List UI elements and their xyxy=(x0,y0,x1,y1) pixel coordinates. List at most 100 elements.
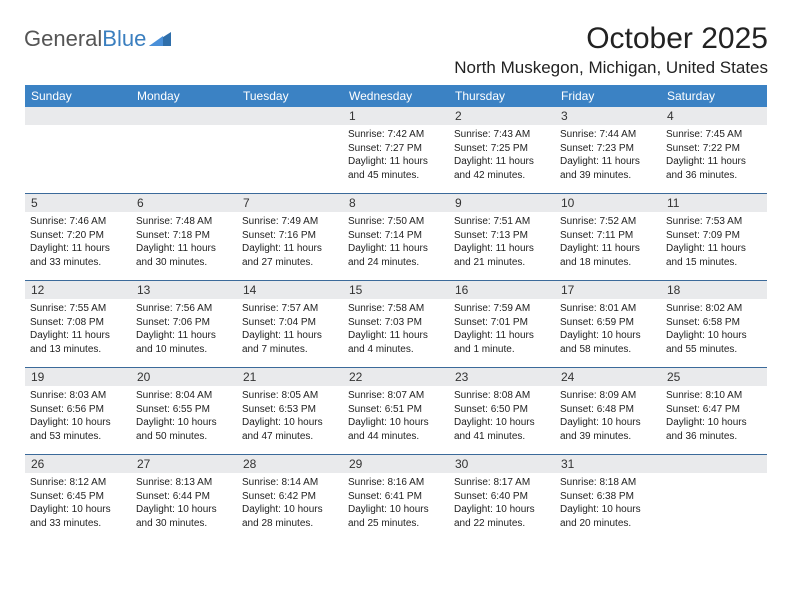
sunrise-line: Sunrise: 8:08 AM xyxy=(454,389,550,403)
day-number: 29 xyxy=(343,455,449,473)
day-content: Sunrise: 8:10 AMSunset: 6:47 PMDaylight:… xyxy=(661,386,767,454)
day-number: 31 xyxy=(555,455,661,473)
sunset-line: Sunset: 7:16 PM xyxy=(242,229,338,243)
daylight-line: Daylight: 11 hours and 24 minutes. xyxy=(348,242,444,269)
daylight-line: Daylight: 10 hours and 39 minutes. xyxy=(560,416,656,443)
daylight-line: Daylight: 11 hours and 4 minutes. xyxy=(348,329,444,356)
sunrise-line: Sunrise: 7:56 AM xyxy=(136,302,232,316)
day-number: 3 xyxy=(555,107,661,125)
calendar-week-row: 12Sunrise: 7:55 AMSunset: 7:08 PMDayligh… xyxy=(25,281,767,368)
brand-part1: General xyxy=(24,26,102,52)
sunset-line: Sunset: 6:47 PM xyxy=(666,403,762,417)
sunset-line: Sunset: 7:23 PM xyxy=(560,142,656,156)
daylight-line: Daylight: 11 hours and 13 minutes. xyxy=(30,329,126,356)
calendar-day-cell: 16Sunrise: 7:59 AMSunset: 7:01 PMDayligh… xyxy=(449,281,555,367)
day-content xyxy=(131,125,237,193)
calendar: SundayMondayTuesdayWednesdayThursdayFrid… xyxy=(24,84,768,542)
day-number: 6 xyxy=(131,194,237,212)
sunrise-line: Sunrise: 8:07 AM xyxy=(348,389,444,403)
day-number: 15 xyxy=(343,281,449,299)
day-number xyxy=(237,107,343,125)
daylight-line: Daylight: 11 hours and 33 minutes. xyxy=(30,242,126,269)
day-number: 16 xyxy=(449,281,555,299)
day-number: 20 xyxy=(131,368,237,386)
daylight-line: Daylight: 11 hours and 18 minutes. xyxy=(560,242,656,269)
sunset-line: Sunset: 7:03 PM xyxy=(348,316,444,330)
daylight-line: Daylight: 11 hours and 1 minute. xyxy=(454,329,550,356)
day-number: 9 xyxy=(449,194,555,212)
day-content: Sunrise: 7:52 AMSunset: 7:11 PMDaylight:… xyxy=(555,212,661,280)
day-content xyxy=(25,125,131,193)
weekday-header-row: SundayMondayTuesdayWednesdayThursdayFrid… xyxy=(25,85,767,107)
sunrise-line: Sunrise: 8:18 AM xyxy=(560,476,656,490)
calendar-week-row: 1Sunrise: 7:42 AMSunset: 7:27 PMDaylight… xyxy=(25,107,767,194)
sunset-line: Sunset: 7:06 PM xyxy=(136,316,232,330)
calendar-day-cell: 29Sunrise: 8:16 AMSunset: 6:41 PMDayligh… xyxy=(343,455,449,541)
day-number: 14 xyxy=(237,281,343,299)
sunset-line: Sunset: 7:09 PM xyxy=(666,229,762,243)
day-content: Sunrise: 7:59 AMSunset: 7:01 PMDaylight:… xyxy=(449,299,555,367)
day-content: Sunrise: 7:57 AMSunset: 7:04 PMDaylight:… xyxy=(237,299,343,367)
daylight-line: Daylight: 11 hours and 45 minutes. xyxy=(348,155,444,182)
day-number: 10 xyxy=(555,194,661,212)
day-number: 13 xyxy=(131,281,237,299)
day-number: 17 xyxy=(555,281,661,299)
day-content: Sunrise: 8:18 AMSunset: 6:38 PMDaylight:… xyxy=(555,473,661,541)
day-content: Sunrise: 8:13 AMSunset: 6:44 PMDaylight:… xyxy=(131,473,237,541)
daylight-line: Daylight: 11 hours and 21 minutes. xyxy=(454,242,550,269)
sunrise-line: Sunrise: 7:49 AM xyxy=(242,215,338,229)
location-line: North Muskegon, Michigan, United States xyxy=(24,58,768,78)
brand-logo: GeneralBlue xyxy=(24,18,171,52)
day-content: Sunrise: 7:46 AMSunset: 7:20 PMDaylight:… xyxy=(25,212,131,280)
sunset-line: Sunset: 7:13 PM xyxy=(454,229,550,243)
daylight-line: Daylight: 11 hours and 42 minutes. xyxy=(454,155,550,182)
sunset-line: Sunset: 6:42 PM xyxy=(242,490,338,504)
day-content: Sunrise: 7:51 AMSunset: 7:13 PMDaylight:… xyxy=(449,212,555,280)
sunrise-line: Sunrise: 7:42 AM xyxy=(348,128,444,142)
weekday-header: Wednesday xyxy=(343,85,449,107)
sunset-line: Sunset: 7:08 PM xyxy=(30,316,126,330)
sunset-line: Sunset: 6:59 PM xyxy=(560,316,656,330)
day-number: 7 xyxy=(237,194,343,212)
calendar-week-row: 5Sunrise: 7:46 AMSunset: 7:20 PMDaylight… xyxy=(25,194,767,281)
sunset-line: Sunset: 6:53 PM xyxy=(242,403,338,417)
day-content: Sunrise: 7:56 AMSunset: 7:06 PMDaylight:… xyxy=(131,299,237,367)
sunset-line: Sunset: 6:51 PM xyxy=(348,403,444,417)
day-content: Sunrise: 7:53 AMSunset: 7:09 PMDaylight:… xyxy=(661,212,767,280)
calendar-day-cell: 14Sunrise: 7:57 AMSunset: 7:04 PMDayligh… xyxy=(237,281,343,367)
daylight-line: Daylight: 10 hours and 47 minutes. xyxy=(242,416,338,443)
sunset-line: Sunset: 7:18 PM xyxy=(136,229,232,243)
day-content: Sunrise: 8:08 AMSunset: 6:50 PMDaylight:… xyxy=(449,386,555,454)
brand-part2: Blue xyxy=(102,26,146,52)
sunrise-line: Sunrise: 7:44 AM xyxy=(560,128,656,142)
calendar-day-cell: 21Sunrise: 8:05 AMSunset: 6:53 PMDayligh… xyxy=(237,368,343,454)
calendar-day-cell: 3 Sunrise: 7:44 AMSunset: 7:23 PMDaylight… xyxy=(555,107,661,193)
sunrise-line: Sunrise: 8:13 AM xyxy=(136,476,232,490)
sunset-line: Sunset: 7:27 PM xyxy=(348,142,444,156)
sunrise-line: Sunrise: 7:57 AM xyxy=(242,302,338,316)
day-content: Sunrise: 7:42 AMSunset: 7:27 PMDaylight:… xyxy=(343,125,449,193)
daylight-line: Daylight: 11 hours and 30 minutes. xyxy=(136,242,232,269)
calendar-day-cell: 27Sunrise: 8:13 AMSunset: 6:44 PMDayligh… xyxy=(131,455,237,541)
day-content: Sunrise: 7:58 AMSunset: 7:03 PMDaylight:… xyxy=(343,299,449,367)
daylight-line: Daylight: 10 hours and 44 minutes. xyxy=(348,416,444,443)
sunrise-line: Sunrise: 8:03 AM xyxy=(30,389,126,403)
day-content: Sunrise: 8:09 AMSunset: 6:48 PMDaylight:… xyxy=(555,386,661,454)
calendar-weeks: 1Sunrise: 7:42 AMSunset: 7:27 PMDaylight… xyxy=(25,107,767,541)
day-number: 28 xyxy=(237,455,343,473)
day-number: 2 xyxy=(449,107,555,125)
sunset-line: Sunset: 6:48 PM xyxy=(560,403,656,417)
day-number: 23 xyxy=(449,368,555,386)
sunrise-line: Sunrise: 7:45 AM xyxy=(666,128,762,142)
daylight-line: Daylight: 11 hours and 39 minutes. xyxy=(560,155,656,182)
day-number: 30 xyxy=(449,455,555,473)
calendar-day-cell: 12Sunrise: 7:55 AMSunset: 7:08 PMDayligh… xyxy=(25,281,131,367)
day-number: 27 xyxy=(131,455,237,473)
sunset-line: Sunset: 6:38 PM xyxy=(560,490,656,504)
daylight-line: Daylight: 10 hours and 30 minutes. xyxy=(136,503,232,530)
sunrise-line: Sunrise: 7:50 AM xyxy=(348,215,444,229)
calendar-week-row: 19Sunrise: 8:03 AMSunset: 6:56 PMDayligh… xyxy=(25,368,767,455)
calendar-day-cell: 17Sunrise: 8:01 AMSunset: 6:59 PMDayligh… xyxy=(555,281,661,367)
day-number xyxy=(131,107,237,125)
calendar-day-cell: 28Sunrise: 8:14 AMSunset: 6:42 PMDayligh… xyxy=(237,455,343,541)
